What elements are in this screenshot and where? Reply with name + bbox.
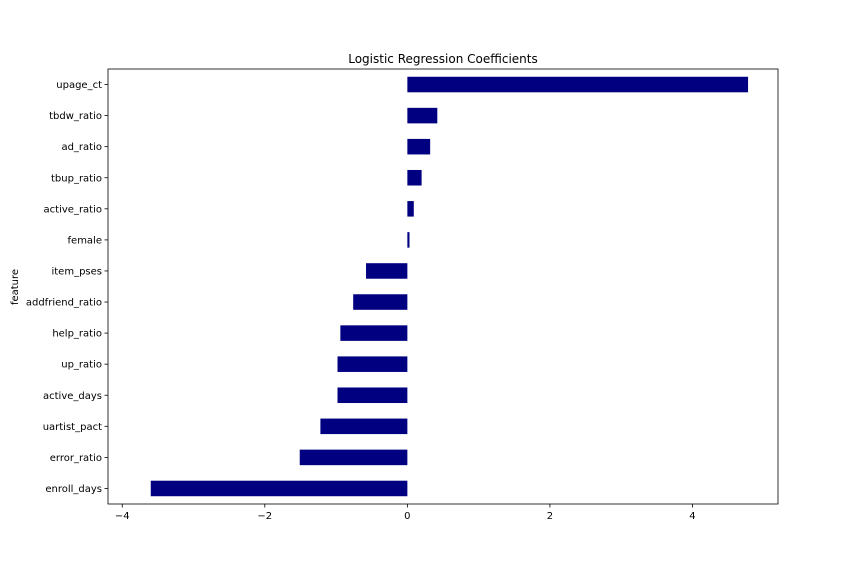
y-tick-label-enroll-days: enroll_days xyxy=(45,484,102,495)
axes-frame xyxy=(107,68,779,505)
x-tick-label-2: 0 xyxy=(404,511,410,522)
y-tick-label-addfriend-ratio: addfriend_ratio xyxy=(26,298,102,309)
y-tick-label-ad-ratio: ad_ratio xyxy=(61,142,102,153)
y-axis-label: feature xyxy=(10,269,21,305)
y-tick-label-upage-ct: upage_ct xyxy=(56,80,102,91)
bar-active-ratio xyxy=(407,201,414,217)
x-tick-label-0: −4 xyxy=(115,511,130,522)
bar-ad-ratio xyxy=(407,138,431,155)
y-tick-label-tbup-ratio: tbup_ratio xyxy=(51,173,102,184)
y-tick-label-help-ratio: help_ratio xyxy=(52,329,102,340)
y-tick-label-active-ratio: active_ratio xyxy=(44,204,102,215)
bar-up-ratio xyxy=(337,356,408,372)
y-tick-label-up-ratio: up_ratio xyxy=(61,360,102,371)
chart-title: Logistic Regression Coefficients xyxy=(348,52,538,66)
bar-help-ratio xyxy=(340,325,408,341)
bar-addfriend-ratio xyxy=(353,294,408,310)
x-tick-label-1: −2 xyxy=(257,511,272,522)
bar-female xyxy=(407,232,410,248)
y-tick-label-tbdw-ratio: tbdw_ratio xyxy=(49,111,102,122)
bar-enroll-days xyxy=(150,480,408,497)
plot-area: upage_ct tbdw_ratio ad_ratio tbup_ratioacti… xyxy=(26,68,779,522)
x-tick-label-4: 4 xyxy=(689,511,695,522)
bar-tbdw-ratio xyxy=(407,107,438,124)
bar-error-ratio xyxy=(299,449,408,466)
y-tick-label-active-days: active_days xyxy=(43,391,102,402)
y-tick-label-error-ratio: error_ratio xyxy=(50,453,102,464)
y-tick-label-uartist-pact: uartist_pact xyxy=(43,422,102,433)
bar-uartist-pact xyxy=(320,418,408,435)
bar-active-days xyxy=(337,387,408,404)
y-tick-label-item-pses: item_pses xyxy=(51,266,102,277)
x-tick-label-3: 2 xyxy=(547,511,553,522)
bar-upage-ct xyxy=(407,76,749,93)
bar-item-pses xyxy=(366,263,408,279)
bar-tbup-ratio xyxy=(407,169,422,186)
y-tick-label-female: female xyxy=(68,235,102,246)
